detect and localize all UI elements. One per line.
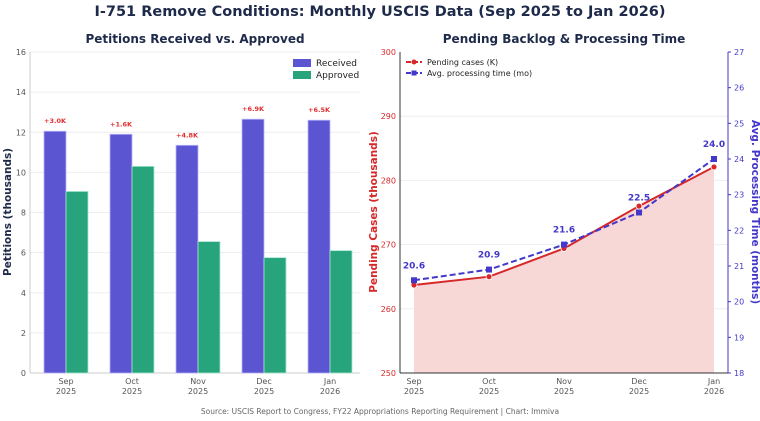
processing-point [636, 209, 642, 216]
x-tick-label: Jan 2026 [704, 377, 724, 396]
difference-label: +6.5K [308, 106, 331, 114]
y-tick-label: 16 [16, 48, 26, 57]
right-y2-label: Avg. Processing Time (months) [749, 120, 760, 304]
legend-label-approved: Approved [316, 71, 359, 81]
right-y-label: Pending Cases (thousands) [368, 131, 380, 292]
bar-approved [197, 241, 221, 374]
y-tick-label: 10 [16, 168, 26, 177]
y-tick-label: 300 [381, 48, 396, 57]
y2-tick-label: 22 [734, 226, 744, 235]
bar-received [307, 119, 331, 374]
y2-tick-label: 18 [734, 369, 744, 378]
y2-tick-label: 21 [734, 262, 744, 271]
y2-tick-label: 23 [734, 191, 744, 200]
bar-approved [65, 191, 89, 374]
x-tick-label: Oct 2025 [479, 377, 499, 396]
y-tick-label: 4 [21, 289, 26, 298]
bar-received [43, 130, 67, 374]
left-chart-title: Petitions Received vs. Approved [85, 32, 304, 46]
processing-point [486, 266, 492, 273]
y2-tick-label: 26 [734, 84, 744, 93]
legend-swatch-approved [293, 71, 311, 79]
x-tick-label: Dec 2025 [254, 377, 274, 396]
processing-label: 20.9 [478, 251, 500, 261]
bar-approved [329, 250, 353, 374]
y-tick-label: 14 [16, 88, 26, 97]
left-y-label: Petitions (thousands) [2, 148, 14, 276]
processing-point [411, 277, 417, 284]
bar-received [241, 118, 265, 374]
legend-swatch-received [293, 59, 311, 67]
y-tick-label: 12 [16, 128, 26, 137]
legend-label-received: Received [316, 59, 357, 69]
processing-label: 24.0 [703, 140, 725, 150]
processing-point [561, 241, 567, 248]
processing-label: 22.5 [628, 194, 650, 204]
figure-title: I-751 Remove Conditions: Monthly USCIS D… [94, 4, 665, 20]
x-tick-label: Nov 2025 [554, 377, 574, 396]
y2-tick-label: 20 [734, 298, 744, 307]
right-chart-title: Pending Backlog & Processing Time [443, 32, 685, 46]
legend-marker-processing [411, 70, 417, 76]
difference-label: +4.8K [176, 131, 199, 139]
pending-point [635, 202, 643, 210]
bar-approved [263, 257, 287, 374]
x-tick-label: Sep 2025 [56, 377, 76, 396]
pending-point [710, 163, 718, 171]
legend-marker-pending [411, 59, 417, 65]
difference-label: +3.0K [44, 117, 67, 125]
y2-tick-label: 25 [734, 119, 744, 128]
processing-label: 21.6 [553, 226, 575, 236]
y-tick-label: 2 [21, 329, 26, 338]
y-tick-label: 260 [381, 305, 396, 314]
x-tick-label: Oct 2025 [122, 377, 142, 396]
difference-label: +1.6K [110, 120, 133, 128]
y-tick-label: 250 [381, 369, 396, 378]
y-tick-label: 280 [381, 176, 396, 185]
pending-area [414, 166, 714, 373]
x-tick-label: Nov 2025 [188, 377, 208, 396]
legend-label-pending: Pending cases (K) [427, 58, 498, 67]
y-tick-label: 8 [21, 209, 26, 218]
source-note: Source: USCIS Report to Congress, FY22 A… [201, 407, 559, 416]
y-tick-label: 270 [381, 241, 396, 250]
y-tick-label: 0 [21, 369, 26, 378]
x-tick-label: Sep 2025 [404, 377, 424, 396]
y2-tick-label: 19 [734, 333, 744, 342]
y-tick-label: 290 [381, 112, 396, 121]
x-tick-label: Jan 2026 [320, 377, 340, 396]
y2-tick-label: 24 [734, 155, 744, 164]
y2-tick-label: 27 [734, 48, 744, 57]
bar-approved [131, 165, 155, 374]
processing-point [711, 156, 717, 162]
bar-received [175, 144, 199, 374]
processing-label: 20.6 [403, 261, 425, 271]
y-tick-label: 6 [21, 249, 26, 258]
bar-received [109, 133, 133, 374]
pending-point [485, 273, 493, 281]
difference-label: +6.9K [242, 105, 265, 113]
x-tick-label: Dec 2025 [629, 377, 649, 396]
legend-label-processing: Avg. processing time (mo) [427, 69, 532, 78]
